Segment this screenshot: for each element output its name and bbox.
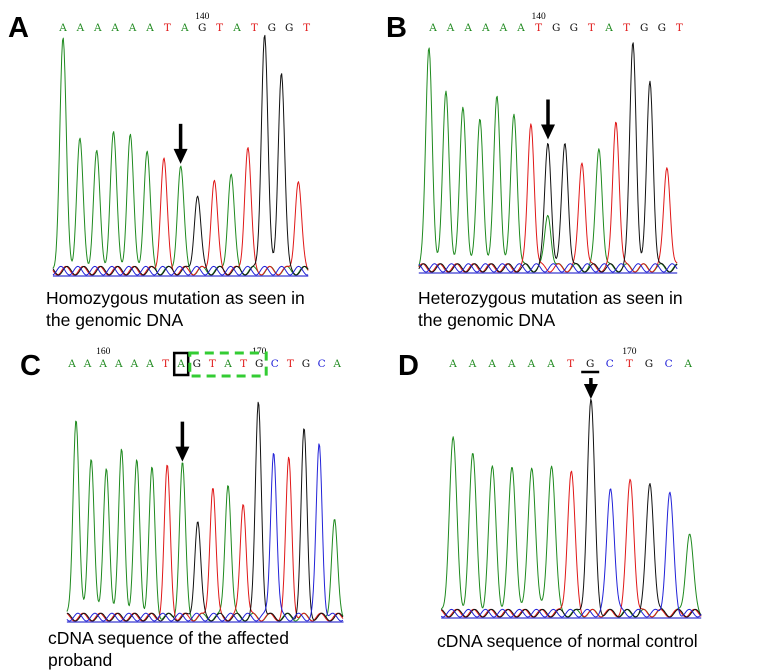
- base-call-b: A: [428, 22, 437, 34]
- base-call-d: C: [665, 358, 673, 370]
- base-call-d: A: [527, 358, 536, 370]
- base-call-a: A: [232, 22, 241, 34]
- base-call-d: G: [586, 358, 594, 370]
- trace-t-b: [418, 121, 678, 273]
- base-call-c: A: [114, 358, 123, 370]
- base-call-a: A: [110, 22, 119, 34]
- base-call-b: T: [623, 22, 630, 34]
- arrow-head-icon: [583, 384, 598, 399]
- base-call-b: G: [552, 22, 560, 34]
- trace-c-a: [52, 265, 309, 276]
- base-call-a: T: [303, 22, 310, 34]
- base-call-c: T: [162, 358, 169, 370]
- base-call-b: G: [658, 22, 666, 34]
- trace-a-c: [66, 420, 344, 622]
- base-call-c: G: [302, 358, 310, 370]
- base-call-c: A: [67, 358, 76, 370]
- trace-g-a: [52, 34, 309, 276]
- base-call-c: C: [271, 358, 279, 370]
- base-call-a: A: [180, 22, 189, 34]
- base-call-c: A: [83, 358, 92, 370]
- base-call-d: T: [567, 358, 574, 370]
- trace-c-d: [440, 488, 702, 618]
- caption-a: Homozygous mutation as seen in the genom…: [46, 288, 305, 330]
- base-call-c: G: [255, 358, 263, 370]
- base-call-a: A: [93, 22, 102, 34]
- panel-label-c: C: [20, 350, 41, 382]
- base-call-b: T: [676, 22, 683, 34]
- base-call-c: G: [193, 358, 201, 370]
- base-call-d: A: [448, 358, 457, 370]
- base-call-b: T: [535, 22, 542, 34]
- base-call-d: A: [507, 358, 516, 370]
- position-marker: 170: [622, 347, 637, 357]
- base-call-b: A: [463, 22, 472, 34]
- panel-label-d: D: [398, 350, 419, 382]
- base-call-c: T: [240, 358, 247, 370]
- caption-d: cDNA sequence of normal control: [437, 631, 698, 651]
- base-call-d: A: [487, 358, 496, 370]
- base-call-a: A: [128, 22, 137, 34]
- trace-t-a: [52, 147, 309, 276]
- base-call-d: T: [626, 358, 633, 370]
- position-marker: 170: [252, 347, 267, 357]
- base-call-a: A: [76, 22, 85, 34]
- trace-g-b: [418, 42, 678, 273]
- trace-g-c: [66, 401, 344, 622]
- base-call-b: G: [640, 22, 648, 34]
- trace-t-c: [66, 456, 344, 622]
- base-call-b: A: [499, 22, 508, 34]
- base-call-c: A: [223, 358, 232, 370]
- position-marker: 140: [531, 12, 546, 22]
- caption-b: Heterozygous mutation as seen in the gen…: [418, 288, 683, 330]
- arrow-head-icon: [541, 124, 555, 140]
- base-call-a: T: [164, 22, 171, 34]
- caption-c: cDNA sequence of the affected proband: [48, 628, 289, 670]
- base-call-b: G: [570, 22, 578, 34]
- base-call-c: A: [130, 358, 139, 370]
- position-marker: 140: [195, 12, 210, 22]
- trace-c-c: [66, 443, 344, 622]
- arrow-head-icon: [173, 148, 188, 164]
- base-call-c: C: [318, 358, 326, 370]
- base-call-b: A: [446, 22, 455, 34]
- base-call-d: A: [683, 358, 692, 370]
- deleted-region-dashed-box: [188, 351, 268, 378]
- base-call-b: A: [516, 22, 525, 34]
- base-call-c: A: [98, 358, 107, 370]
- base-call-d: A: [468, 358, 477, 370]
- base-call-c: A: [332, 358, 341, 370]
- base-call-c: A: [176, 358, 185, 370]
- trace-a-d: [440, 436, 702, 618]
- mutation-highlight-box: [172, 351, 190, 377]
- base-call-a: A: [145, 22, 154, 34]
- position-marker: 160: [96, 347, 111, 357]
- trace-a-b: [418, 47, 678, 273]
- trace-g-d: [440, 398, 702, 618]
- base-call-a: A: [58, 22, 67, 34]
- base-call-a: G: [268, 22, 276, 34]
- base-call-a: G: [285, 22, 293, 34]
- base-call-b: A: [604, 22, 613, 34]
- base-call-d: G: [645, 358, 653, 370]
- base-call-a: T: [216, 22, 223, 34]
- base-call-b: T: [588, 22, 595, 34]
- base-call-d: C: [606, 358, 614, 370]
- panel-label-a: A: [8, 12, 29, 44]
- base-call-c: T: [209, 358, 216, 370]
- trace-c-b: [418, 263, 678, 273]
- panel-label-b: B: [386, 12, 407, 44]
- base-call-d: A: [546, 358, 555, 370]
- base-call-a: G: [198, 22, 206, 34]
- base-call-a: T: [251, 22, 258, 34]
- base-call-c: A: [145, 358, 154, 370]
- arrow-head-icon: [175, 446, 190, 462]
- base-call-c: T: [287, 358, 294, 370]
- base-call-b: A: [481, 22, 490, 34]
